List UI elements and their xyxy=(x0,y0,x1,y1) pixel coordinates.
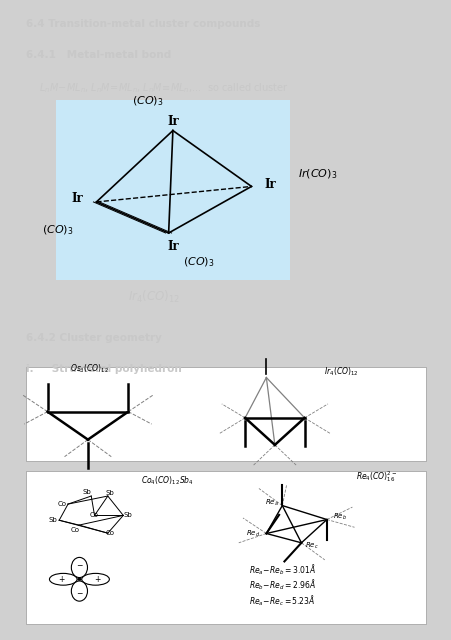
Text: $(CO)_3$: $(CO)_3$ xyxy=(42,223,74,237)
Text: $Ir(CO)_3$: $Ir(CO)_3$ xyxy=(297,167,336,181)
Text: $Re_c$: $Re_c$ xyxy=(304,541,318,551)
Text: $Re_a\!-\!Re_b = 3.01\AA$: $Re_a\!-\!Re_b = 3.01\AA$ xyxy=(249,562,316,577)
Text: Co: Co xyxy=(57,501,66,507)
Text: $Os_3(CO)_{12}$: $Os_3(CO)_{12}$ xyxy=(70,362,110,375)
Text: Sb: Sb xyxy=(123,513,132,518)
Text: +: + xyxy=(58,575,64,584)
Ellipse shape xyxy=(71,557,87,577)
Text: 6.4.1   Metal-metal bond: 6.4.1 Metal-metal bond xyxy=(26,50,171,60)
FancyBboxPatch shape xyxy=(56,99,289,280)
Text: Co: Co xyxy=(105,530,114,536)
Text: 6.4 Transition-metal cluster compounds: 6.4 Transition-metal cluster compounds xyxy=(26,19,260,29)
Text: $Ir_4(CO)_{12}$: $Ir_4(CO)_{12}$ xyxy=(323,365,358,378)
Text: $Re_4(CO)_{16}^{2-}$: $Re_4(CO)_{16}^{2-}$ xyxy=(355,470,397,484)
Text: $(CO)_3$: $(CO)_3$ xyxy=(182,256,214,269)
Text: −: − xyxy=(76,561,83,570)
Text: i.     Structural polyhedron: i. Structural polyhedron xyxy=(26,364,182,374)
Text: $Re_a\!-\!Re_c = 5.23\AA$: $Re_a\!-\!Re_c = 5.23\AA$ xyxy=(249,593,315,607)
Text: $Re_b$: $Re_b$ xyxy=(332,511,346,522)
Text: $Co_4(CO)_{12}Sb_4$: $Co_4(CO)_{12}Sb_4$ xyxy=(141,474,193,486)
Text: $Re_d$: $Re_d$ xyxy=(246,529,260,539)
Text: Sb: Sb xyxy=(48,517,57,524)
Text: Sb: Sb xyxy=(83,490,91,495)
Text: Ir: Ir xyxy=(71,193,83,205)
FancyBboxPatch shape xyxy=(26,367,425,461)
Text: Ir: Ir xyxy=(167,115,178,128)
Text: Ir: Ir xyxy=(167,241,178,253)
Text: $(CO)_3$: $(CO)_3$ xyxy=(131,94,163,108)
Ellipse shape xyxy=(49,573,77,585)
Text: $Ir_4(CO)_{12}$: $Ir_4(CO)_{12}$ xyxy=(128,289,180,305)
Text: +: + xyxy=(94,575,100,584)
Text: −: − xyxy=(76,589,83,598)
Text: Sb: Sb xyxy=(106,490,114,496)
Text: $Re_b\!-\!Re_d = 2.96\AA$: $Re_b\!-\!Re_d = 2.96\AA$ xyxy=(249,577,316,592)
Circle shape xyxy=(77,578,81,581)
Text: $L_nM\!-\!ML_n$, $L_nM\!=\!ML_n$, $L_nM\!\equiv\!ML_n$,...  so called cluster: $L_nM\!-\!ML_n$, $L_nM\!=\!ML_n$, $L_nM\… xyxy=(39,81,288,95)
Text: 6.4.2 Cluster geometry: 6.4.2 Cluster geometry xyxy=(26,333,162,342)
Text: Co: Co xyxy=(70,527,79,532)
FancyBboxPatch shape xyxy=(26,470,425,624)
Ellipse shape xyxy=(82,573,109,585)
Text: Co: Co xyxy=(90,513,99,518)
Text: Ir: Ir xyxy=(264,179,276,191)
Ellipse shape xyxy=(71,581,87,601)
Text: $Re_a$: $Re_a$ xyxy=(264,497,278,508)
